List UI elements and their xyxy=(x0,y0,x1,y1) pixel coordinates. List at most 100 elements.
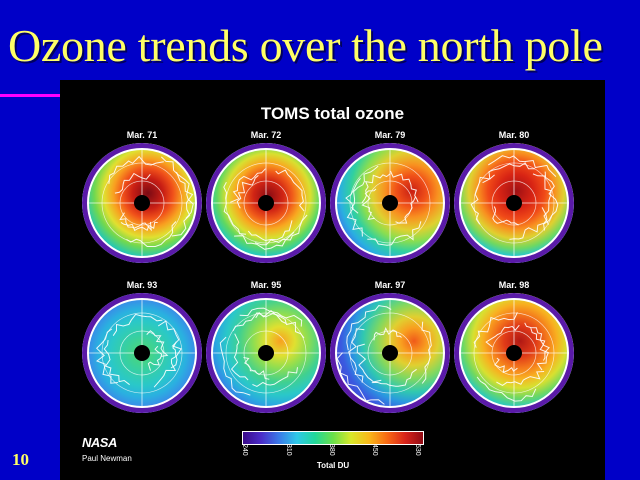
map-overlay xyxy=(332,145,448,261)
latitude-circle xyxy=(349,162,431,244)
colorbar-ticks: 240 310 380 450 530 xyxy=(241,444,424,462)
coastline xyxy=(509,207,548,240)
coastline xyxy=(345,177,363,237)
pole-hole xyxy=(382,195,398,211)
latitude-circle xyxy=(243,180,289,226)
colorbar-tick: 240 xyxy=(241,444,248,456)
map-overlay xyxy=(332,295,448,411)
map-cell: Mar. 98 xyxy=(452,279,576,413)
latitude-circle xyxy=(101,162,183,244)
pole-hole xyxy=(258,345,274,361)
map-rim xyxy=(330,293,450,413)
map-label: Mar. 80 xyxy=(498,130,530,140)
coastline xyxy=(395,196,417,224)
map-rim xyxy=(82,293,202,413)
colorbar-tick: 450 xyxy=(371,444,378,456)
pole-hole xyxy=(506,345,522,361)
coastline xyxy=(476,376,537,402)
map-overlay xyxy=(84,145,200,261)
coastline xyxy=(494,357,518,374)
latitude-circle xyxy=(367,330,413,376)
map-label: Mar. 98 xyxy=(498,280,530,290)
map-rim xyxy=(454,293,574,413)
coastline xyxy=(473,312,518,348)
polar-ozone-map xyxy=(82,293,202,413)
coastline xyxy=(390,170,419,203)
colorbar-tick: 530 xyxy=(414,444,421,456)
polar-ozone-map xyxy=(206,293,326,413)
coastline xyxy=(255,309,305,339)
polar-ozone-map xyxy=(82,143,202,263)
pole-hole xyxy=(134,195,150,211)
coastline xyxy=(108,155,164,184)
title-underline xyxy=(0,94,60,97)
map-cell: Mar. 79 xyxy=(328,129,452,263)
coastline xyxy=(482,162,535,184)
map-rim xyxy=(206,293,326,413)
coastline xyxy=(367,221,422,246)
map-cell: Mar. 95 xyxy=(204,279,328,413)
colorbar xyxy=(242,431,424,445)
coastline xyxy=(543,171,559,231)
coastline xyxy=(120,221,158,232)
slide-number: 10 xyxy=(12,450,29,469)
coastline xyxy=(230,168,266,203)
map-cell: Mar. 71 xyxy=(80,129,204,263)
polar-ozone-map xyxy=(330,143,450,263)
author-credit: Paul Newman xyxy=(82,454,132,463)
coastline xyxy=(243,357,270,380)
coastline xyxy=(252,367,298,387)
map-label: Mar. 93 xyxy=(126,280,158,290)
latitude-circle xyxy=(491,330,537,376)
nasa-logo: NASA xyxy=(82,435,117,450)
coastline xyxy=(247,220,293,242)
map-cell: Mar. 72 xyxy=(204,129,328,263)
coastline xyxy=(470,174,495,225)
coastline xyxy=(239,307,303,327)
map-rim xyxy=(454,143,574,263)
map-label: Mar. 71 xyxy=(126,130,158,140)
latitude-circle xyxy=(491,180,537,226)
pole-hole xyxy=(134,345,150,361)
coastline xyxy=(336,352,385,405)
slide-title: Ozone trends over the north pole xyxy=(8,20,603,71)
colorbar-tick: 310 xyxy=(285,444,292,456)
map-rim xyxy=(82,143,202,263)
coastline xyxy=(488,155,557,177)
coastline xyxy=(346,305,392,351)
map-overlay xyxy=(84,295,200,411)
map-label: Mar. 97 xyxy=(374,280,406,290)
map-rim xyxy=(330,143,450,263)
coastline xyxy=(361,173,391,204)
coastline xyxy=(361,188,377,221)
coastline xyxy=(160,156,194,219)
map-label: Mar. 79 xyxy=(374,130,406,140)
coastline xyxy=(421,321,432,384)
coastline xyxy=(496,371,545,386)
coastline xyxy=(530,327,550,371)
map-label: Mar. 95 xyxy=(250,280,282,290)
coastline xyxy=(371,368,417,387)
coastline xyxy=(236,175,259,209)
map-cell: Mar. 97 xyxy=(328,279,452,413)
coastline xyxy=(103,340,130,386)
colorbar-tick: 380 xyxy=(328,444,335,456)
coastline xyxy=(348,328,365,383)
coastline xyxy=(524,322,550,361)
pole-hole xyxy=(258,195,274,211)
latitude-circle xyxy=(225,312,307,394)
map-cell: Mar. 93 xyxy=(80,279,204,413)
figure-title: TOMS total ozone xyxy=(260,104,405,123)
map-label: Mar. 72 xyxy=(250,130,282,140)
coastline xyxy=(95,328,118,384)
coastline xyxy=(146,330,169,357)
colorbar-label: Total DU xyxy=(316,461,350,470)
map-overlay xyxy=(456,145,572,261)
coastline xyxy=(350,165,379,214)
coastline xyxy=(223,181,247,235)
coastline xyxy=(230,333,249,381)
polar-ozone-map xyxy=(454,143,574,263)
pole-hole xyxy=(382,345,398,361)
coastline xyxy=(126,221,177,247)
latitude-circle xyxy=(473,312,555,394)
